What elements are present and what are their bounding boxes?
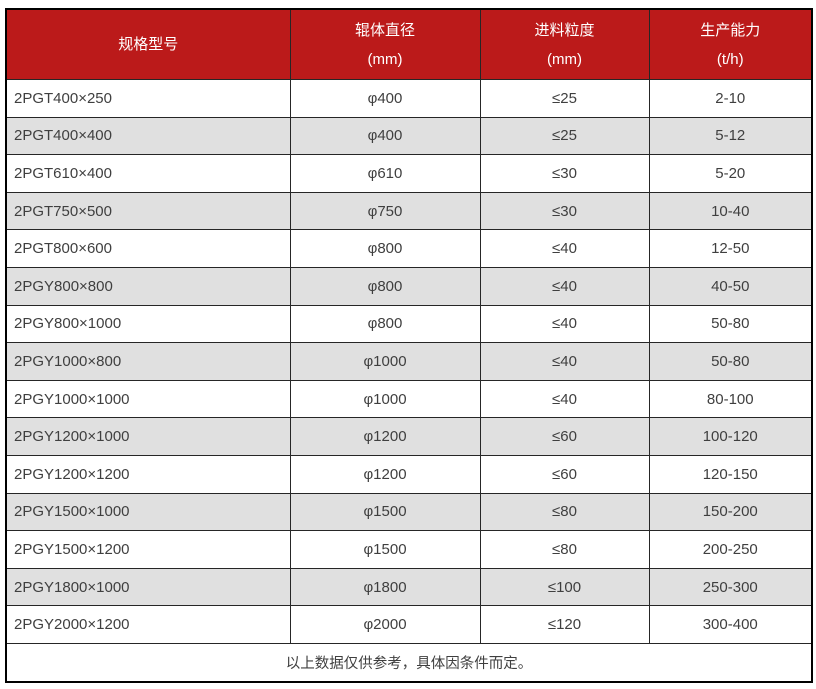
header-roller-diameter-title: 辊体直径: [354, 21, 415, 39]
model-cell: 2PGY1500×1200: [5, 530, 291, 569]
model-cell: 2PGY1200×1200: [5, 454, 291, 494]
capacity-cell: 2-10: [648, 79, 813, 118]
header-capacity-unit: (t/h): [716, 50, 744, 68]
feed-size-cell: ≤25: [479, 116, 650, 156]
model-cell: 2PGY1200×1000: [5, 417, 291, 456]
header-feed-size-title: 进料粒度: [534, 21, 595, 39]
table-row: 2PGY1800×1000 φ1800 ≤100 250-300: [5, 567, 813, 607]
table-body: 2PGT400×250 φ400 ≤25 2-10 2PGT400×400 φ4…: [5, 79, 813, 644]
roller-diameter-cell: φ1800: [289, 567, 481, 607]
table-row: 2PGY800×800 φ800 ≤40 40-50: [5, 266, 813, 306]
feed-size-cell: ≤80: [479, 530, 650, 569]
capacity-cell: 100-120: [648, 417, 813, 456]
feed-size-cell: ≤40: [479, 229, 650, 268]
header-capacity: 生产能力 (t/h): [648, 8, 813, 80]
feed-size-cell: ≤40: [479, 379, 650, 419]
header-roller-diameter: 辊体直径 (mm): [289, 8, 481, 80]
table-row: 2PGT400×250 φ400 ≤25 2-10: [5, 79, 813, 118]
capacity-cell: 10-40: [648, 191, 813, 231]
feed-size-cell: ≤40: [479, 304, 650, 344]
capacity-cell: 80-100: [648, 379, 813, 419]
capacity-cell: 5-12: [648, 116, 813, 156]
capacity-cell: 40-50: [648, 266, 813, 306]
table-row: 2PGY1200×1200 φ1200 ≤60 120-150: [5, 454, 813, 494]
roller-diameter-cell: φ2000: [289, 605, 481, 644]
roller-diameter-cell: φ800: [289, 266, 481, 306]
model-cell: 2PGY1500×1000: [5, 492, 291, 532]
roller-diameter-cell: φ1000: [289, 379, 481, 419]
feed-size-cell: ≤120: [479, 605, 650, 644]
capacity-cell: 250-300: [648, 567, 813, 607]
header-row: 规格型号 辊体直径 (mm) 进料粒度 (mm) 生产能力 (t/h): [5, 8, 813, 80]
table-row: 2PGT750×500 φ750 ≤30 10-40: [5, 191, 813, 231]
model-cell: 2PGY1000×800: [5, 342, 291, 381]
roller-diameter-cell: φ800: [289, 304, 481, 344]
feed-size-cell: ≤40: [479, 266, 650, 306]
model-cell: 2PGT800×600: [5, 229, 291, 268]
table-row: 2PGY800×1000 φ800 ≤40 50-80: [5, 304, 813, 344]
roller-diameter-cell: φ610: [289, 154, 481, 193]
feed-size-cell: ≤80: [479, 492, 650, 532]
table-row: 2PGT400×400 φ400 ≤25 5-12: [5, 116, 813, 156]
feed-size-cell: ≤40: [479, 342, 650, 381]
model-cell: 2PGY2000×1200: [5, 605, 291, 644]
feed-size-cell: ≤25: [479, 79, 650, 118]
model-cell: 2PGT610×400: [5, 154, 291, 193]
capacity-cell: 5-20: [648, 154, 813, 193]
table-row: 2PGY1500×1200 φ1500 ≤80 200-250: [5, 530, 813, 569]
model-cell: 2PGY1000×1000: [5, 379, 291, 419]
capacity-cell: 50-80: [648, 342, 813, 381]
header-feed-size-unit: (mm): [547, 50, 582, 68]
feed-size-cell: ≤60: [479, 417, 650, 456]
spec-table: 规格型号 辊体直径 (mm) 进料粒度 (mm) 生产能力 (t/h) 2PGT…: [5, 8, 813, 683]
table-row: 2PGT800×600 φ800 ≤40 12-50: [5, 229, 813, 268]
footer-note: 以上数据仅供参考，具体因条件而定。: [5, 642, 813, 683]
header-capacity-title: 生产能力: [700, 21, 761, 39]
header-roller-diameter-unit: (mm): [367, 50, 403, 68]
model-cell: 2PGT400×250: [5, 79, 291, 118]
header-model: 规格型号: [5, 8, 291, 80]
roller-diameter-cell: φ1200: [289, 417, 481, 456]
model-cell: 2PGY800×800: [5, 266, 291, 306]
feed-size-cell: ≤30: [479, 154, 650, 193]
roller-diameter-cell: φ800: [289, 229, 481, 268]
capacity-cell: 12-50: [648, 229, 813, 268]
table-row: 2PGY2000×1200 φ2000 ≤120 300-400: [5, 605, 813, 644]
roller-diameter-cell: φ1200: [289, 454, 481, 494]
header-model-title: 规格型号: [118, 36, 179, 53]
roller-diameter-cell: φ400: [289, 79, 481, 118]
roller-diameter-cell: φ400: [289, 116, 481, 156]
table-header: 规格型号 辊体直径 (mm) 进料粒度 (mm) 生产能力 (t/h): [5, 8, 813, 80]
capacity-cell: 300-400: [648, 605, 813, 644]
table-row: 2PGY1500×1000 φ1500 ≤80 150-200: [5, 492, 813, 532]
capacity-cell: 200-250: [648, 530, 813, 569]
feed-size-cell: ≤100: [479, 567, 650, 607]
capacity-cell: 50-80: [648, 304, 813, 344]
model-cell: 2PGT750×500: [5, 191, 291, 231]
roller-diameter-cell: φ1500: [289, 530, 481, 569]
model-cell: 2PGY1800×1000: [5, 567, 291, 607]
roller-diameter-cell: φ1500: [289, 492, 481, 532]
capacity-cell: 120-150: [648, 454, 813, 494]
feed-size-cell: ≤30: [479, 191, 650, 231]
roller-diameter-cell: φ750: [289, 191, 481, 231]
table-row: 2PGT610×400 φ610 ≤30 5-20: [5, 154, 813, 193]
feed-size-cell: ≤60: [479, 454, 650, 494]
model-cell: 2PGT400×400: [5, 116, 291, 156]
table-row: 2PGY1000×800 φ1000 ≤40 50-80: [5, 342, 813, 381]
header-feed-size: 进料粒度 (mm): [479, 8, 650, 80]
capacity-cell: 150-200: [648, 492, 813, 532]
table-row: 2PGY1200×1000 φ1200 ≤60 100-120: [5, 417, 813, 456]
table-row: 2PGY1000×1000 φ1000 ≤40 80-100: [5, 379, 813, 419]
table-footer: 以上数据仅供参考，具体因条件而定。: [5, 642, 813, 683]
model-cell: 2PGY800×1000: [5, 304, 291, 344]
roller-diameter-cell: φ1000: [289, 342, 481, 381]
footer-row: 以上数据仅供参考，具体因条件而定。: [5, 642, 813, 683]
